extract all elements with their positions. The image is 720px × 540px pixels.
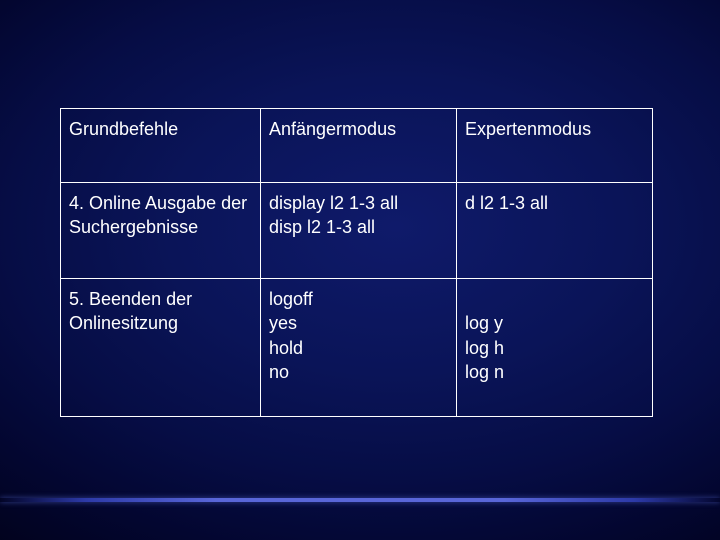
cell-command-5: 5. Beenden der Onlinesitzung <box>61 279 261 417</box>
cell-expert-5: log y log h log n <box>457 279 653 417</box>
cell-command-4: 4. Online Ausgabe der Suchergebnisse <box>61 183 261 279</box>
table-row: 4. Online Ausgabe der Suchergebnisse dis… <box>61 183 653 279</box>
cell-beginner-4: display l2 1-3 all disp l2 1-3 all <box>261 183 457 279</box>
cell-expert-4: d l2 1-3 all <box>457 183 653 279</box>
table-header-row: Grundbefehle Anfängermodus Expertenmodus <box>61 109 653 183</box>
header-anfaengermodus: Anfängermodus <box>261 109 457 183</box>
command-table: Grundbefehle Anfängermodus Expertenmodus… <box>60 108 653 417</box>
table-row: 5. Beenden der Onlinesitzung logoff yes … <box>61 279 653 417</box>
accent-divider <box>0 498 720 502</box>
header-expertenmodus: Expertenmodus <box>457 109 653 183</box>
cell-beginner-5: logoff yes hold no <box>261 279 457 417</box>
header-grundbefehle: Grundbefehle <box>61 109 261 183</box>
